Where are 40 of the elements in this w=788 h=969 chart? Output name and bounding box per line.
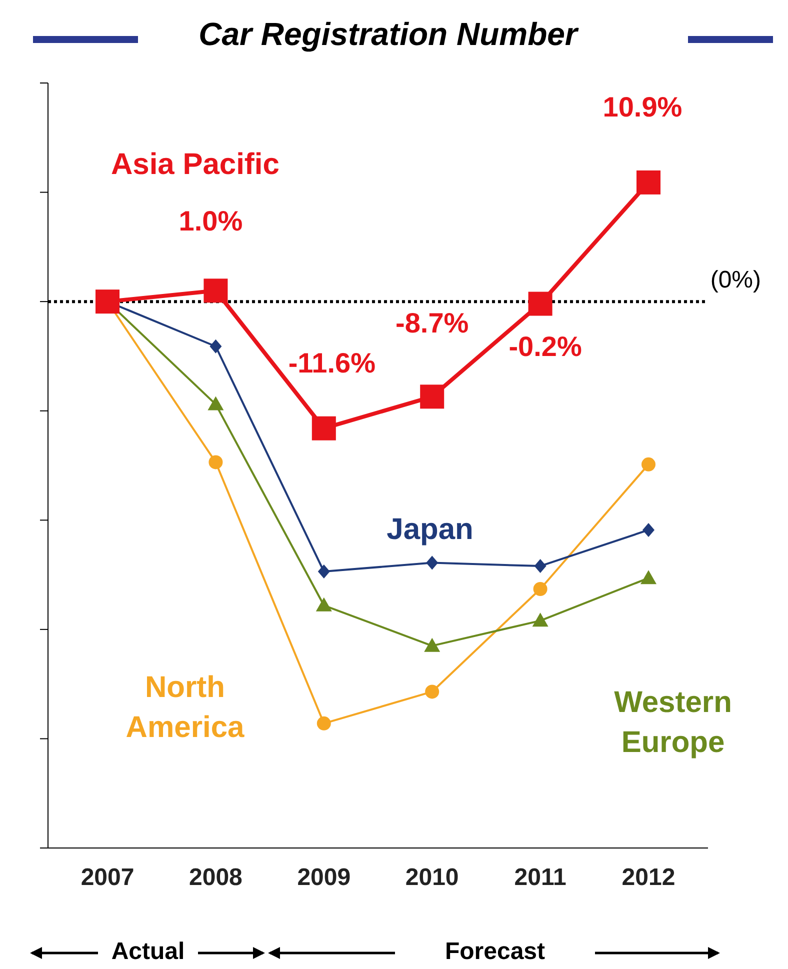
point <box>204 278 228 303</box>
point <box>636 170 660 194</box>
point <box>532 612 548 627</box>
point <box>642 522 654 537</box>
point <box>641 457 656 472</box>
series-label: Japan <box>386 512 474 548</box>
x-tick-label: 2012 <box>622 864 676 892</box>
text: Asia Pacific <box>111 147 280 183</box>
point <box>96 290 120 314</box>
point <box>312 416 336 440</box>
chart-title: Car Registration Number <box>198 16 580 53</box>
text: Actual <box>98 938 198 966</box>
text: Western Europe <box>613 685 733 761</box>
series-label: North America <box>124 670 246 746</box>
text: Forecast <box>395 938 595 966</box>
point <box>210 339 222 354</box>
data-label: -8.7% <box>396 308 469 339</box>
x-tick-label: 2009 <box>297 864 351 892</box>
point <box>425 684 440 699</box>
point <box>640 570 656 584</box>
data-label: -0.2% <box>508 330 582 362</box>
point <box>208 396 224 410</box>
data-label: 10.9% <box>602 91 682 122</box>
x-tick-label: 2008 <box>189 864 242 892</box>
point <box>534 559 546 574</box>
x-tick-label: 2007 <box>80 864 134 892</box>
point <box>316 597 332 612</box>
point <box>528 292 552 316</box>
point <box>424 638 440 652</box>
point <box>208 455 223 470</box>
data-label: 1.0% <box>178 206 243 237</box>
point <box>420 384 444 409</box>
point <box>316 716 331 730</box>
ref-line-label: (0%) <box>710 266 761 294</box>
x-tick-label: 2010 <box>405 864 459 892</box>
data-label: -11.6% <box>288 347 376 378</box>
point <box>318 564 330 579</box>
point <box>426 556 438 570</box>
point <box>533 582 548 596</box>
x-tick-label: 2011 <box>514 864 566 892</box>
